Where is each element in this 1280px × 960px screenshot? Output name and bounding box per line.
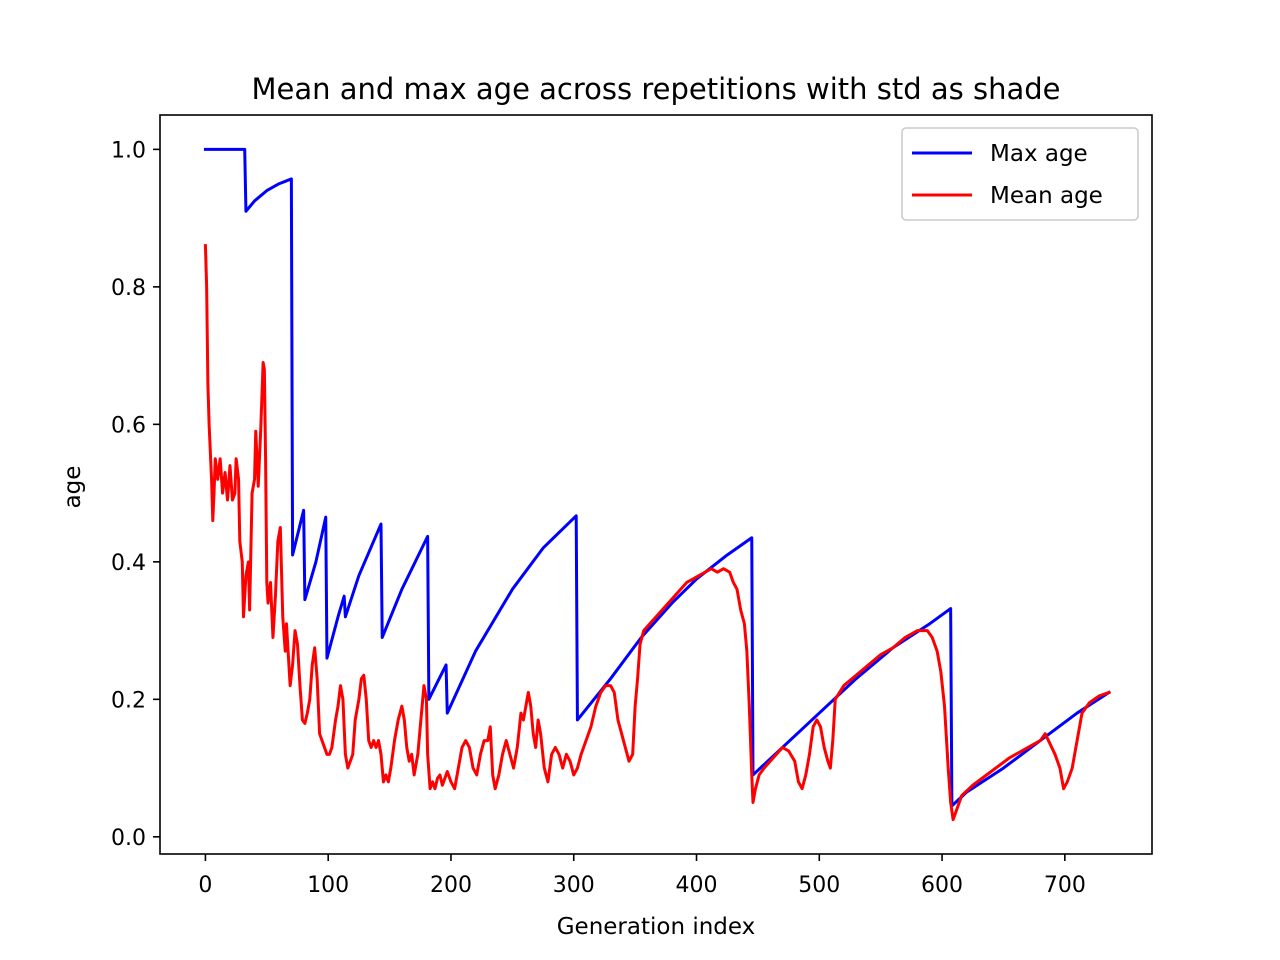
plot-frame (159, 114, 1153, 855)
y-axis-ticks: 0.0 0.2 0.4 0.6 0.8 1.0 (111, 138, 160, 851)
legend-label-mean-age: Mean age (990, 183, 1103, 209)
legend-label-max-age: Max age (990, 141, 1088, 167)
x-tick-label: 100 (307, 873, 349, 898)
y-tick-label: 0.6 (111, 413, 146, 438)
y-tick-label: 1.0 (111, 138, 146, 163)
legend: Max age Mean age (901, 127, 1139, 221)
x-axis-label: Generation index (557, 914, 756, 940)
x-tick-label: 500 (798, 873, 840, 898)
y-tick-label: 0.8 (111, 276, 146, 301)
y-axis-label: age (60, 466, 86, 509)
x-tick-label: 0 (198, 873, 212, 898)
x-tick-label: 200 (430, 873, 472, 898)
series-line-mean-age (203, 244, 1111, 822)
y-tick-label: 0.4 (111, 551, 146, 576)
x-tick-label: 300 (553, 873, 595, 898)
legend-box (901, 127, 1139, 221)
chart-title: Mean and max age across repetitions with… (252, 72, 1061, 106)
y-tick-label: 0.0 (111, 826, 146, 851)
x-tick-label: 700 (1044, 873, 1086, 898)
x-axis-ticks: 0 100 200 300 400 500 600 700 (198, 854, 1086, 898)
y-tick-label: 0.2 (111, 688, 146, 713)
x-tick-label: 400 (676, 873, 718, 898)
series-layer (203, 147, 1112, 822)
x-tick-label: 600 (921, 873, 963, 898)
